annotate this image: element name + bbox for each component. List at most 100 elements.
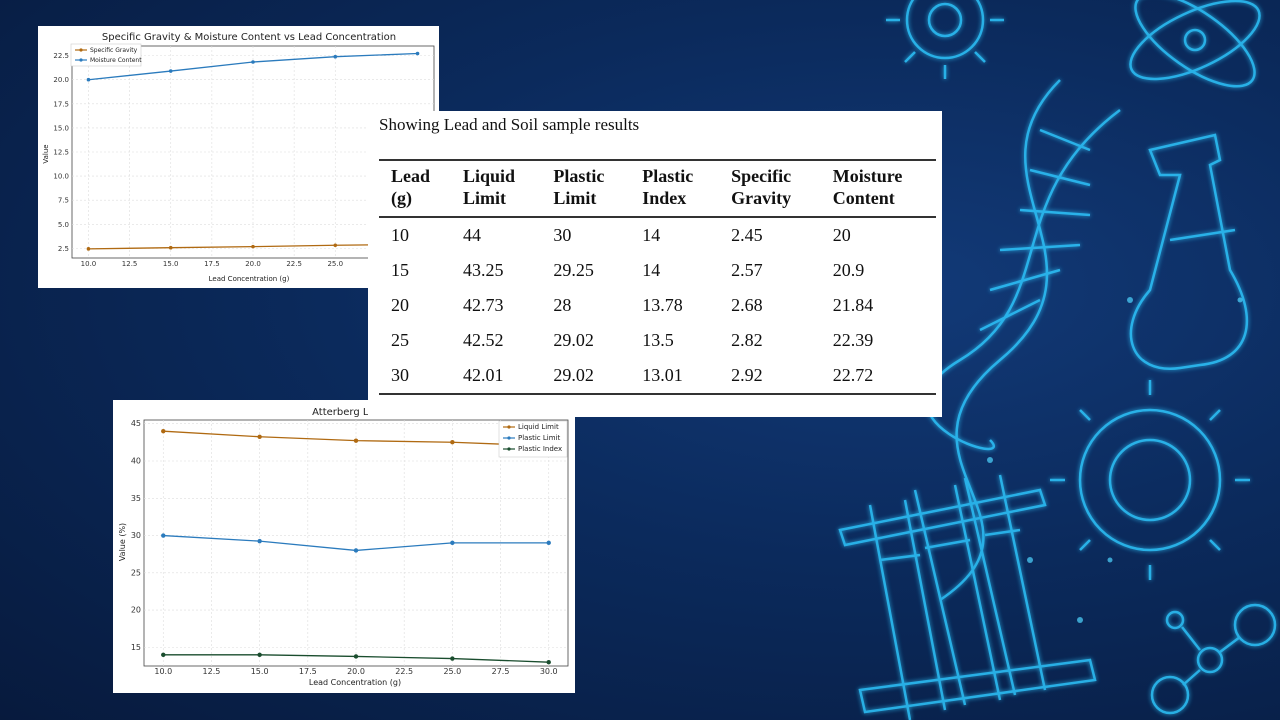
y-tick-label: 17.5 [53,100,69,108]
chart1-title: Specific Gravity & Moisture Content vs L… [102,32,396,43]
y-tick-label: 45 [131,419,141,428]
data-point [86,77,91,82]
data-point [353,438,359,443]
table-cell: 29.02 [553,330,594,350]
y-tick-label: 7.5 [58,197,69,205]
table-cell: 13.78 [642,295,683,315]
table-cell: 2.68 [731,295,763,315]
data-point [333,54,338,59]
data-point [546,659,551,665]
table-cell: 10 [391,225,409,245]
table-cell: 44 [462,225,481,245]
data-point [353,548,359,553]
data-point [257,652,262,658]
chart1-legend-box [70,43,142,67]
x-tick-label: 17.5 [299,667,317,676]
y-tick-label: 40 [131,457,141,466]
y-tick-label: 20.0 [53,76,69,84]
data-point [257,538,262,544]
y-tick-label: 30 [131,531,141,540]
x-tick-label: 27.5 [492,667,510,676]
test-tube-rack-icon [838,474,1097,720]
x-tick-label: 12.5 [122,260,138,268]
table-cell: 2.82 [731,330,763,350]
table-cell: 13.5 [642,330,674,350]
legend-label: Plastic Index [518,445,562,453]
data-point [168,245,173,250]
data-point [450,440,455,445]
table-cell: 2.45 [731,225,763,245]
y-tick-label: 35 [131,494,141,503]
chart2-svg: Atterberg Limits vs Le Value (%) Lead Co… [118,407,569,687]
data-point [353,654,359,659]
data-point [161,652,166,658]
legend-label: Moisture Content [90,57,142,64]
table-row: 30 42.01 29.02 13.01 2.92 22.72 [379,358,936,395]
chart1-ylabel: Value [42,144,50,163]
col-header-moisture-content: Moisture Content [832,166,903,208]
chart2-xlabel: Lead Concentration (g) [309,678,401,687]
table-row: 25 42.52 29.02 13.5 2.82 22.39 [379,323,936,358]
chart2-ylabel: Value (%) [118,523,127,561]
x-tick-label: 20.0 [347,667,365,676]
col-header-plastic-limit: Plastic Limit [553,166,605,208]
table-cell: 25 [391,330,409,350]
table-cell: 22.39 [832,330,874,350]
data-point [450,540,455,546]
y-tick-label: 2.5 [58,245,69,253]
legend-marker [79,48,83,52]
flask-icon [1129,133,1249,370]
legend-marker [507,436,511,440]
legend-label: Plastic Limit [518,434,560,442]
legend-marker [507,425,511,429]
table-cell: 14 [642,225,661,245]
x-tick-label: 20.0 [245,260,261,268]
table-row: 10 44 30 14 2.45 20 [379,217,936,253]
table-cell: 43.25 [462,260,504,280]
table-cell: 2.92 [719,358,821,395]
data-point [86,247,91,251]
data-point [450,656,455,661]
col-header-specific-gravity: Specific Gravity [731,166,792,208]
molecule-icon [1150,603,1277,715]
chart2-title: Atterberg Limits vs Le [312,407,422,418]
table-cell: 15 [391,260,409,280]
legend-label: Liquid Limit [518,423,559,431]
x-tick-label: 17.5 [204,260,220,268]
table-cell: 42.52 [462,330,504,350]
table-cell: 29.25 [553,260,594,280]
legend-label: Specific Gravity [90,47,138,54]
gear-icon [1050,380,1250,580]
gear-icon [886,0,1004,79]
col-header-lead: Lead (g) [391,166,431,208]
legend-marker [79,58,83,62]
table-cell: 13.01 [630,358,720,395]
x-tick-label: 22.5 [395,667,413,676]
data-point [168,69,173,73]
x-tick-label: 15.0 [163,260,179,268]
x-tick-label: 12.5 [203,667,221,676]
data-point [161,533,166,538]
table-cell: 30 [379,358,451,395]
atterberg-limits-chart: Atterberg Limits vs Le Value (%) Lead Co… [113,400,575,693]
dna-helix-icon [925,79,1121,602]
table-cell: 28 [553,295,572,315]
table-cell: 14 [642,260,661,280]
x-tick-label: 10.0 [81,260,97,268]
table-cell: 42.73 [462,295,504,315]
y-tick-label: 10.0 [53,173,69,181]
table-cell: 21.84 [832,295,874,315]
y-tick-label: 5.0 [58,221,69,229]
y-tick-label: 12.5 [53,149,69,157]
y-tick-label: 20 [131,606,141,615]
table-caption: Showing Lead and Soil sample results [379,115,640,134]
y-tick-label: 15.0 [53,124,69,132]
results-table-panel: Showing Lead and Soil sample results Lea… [368,111,942,417]
legend-marker [507,447,511,451]
data-point [415,51,420,56]
table-cell: 22.72 [820,358,936,395]
data-point [546,540,551,546]
table-cell: 30 [553,225,572,245]
x-tick-label: 10.0 [154,667,172,676]
